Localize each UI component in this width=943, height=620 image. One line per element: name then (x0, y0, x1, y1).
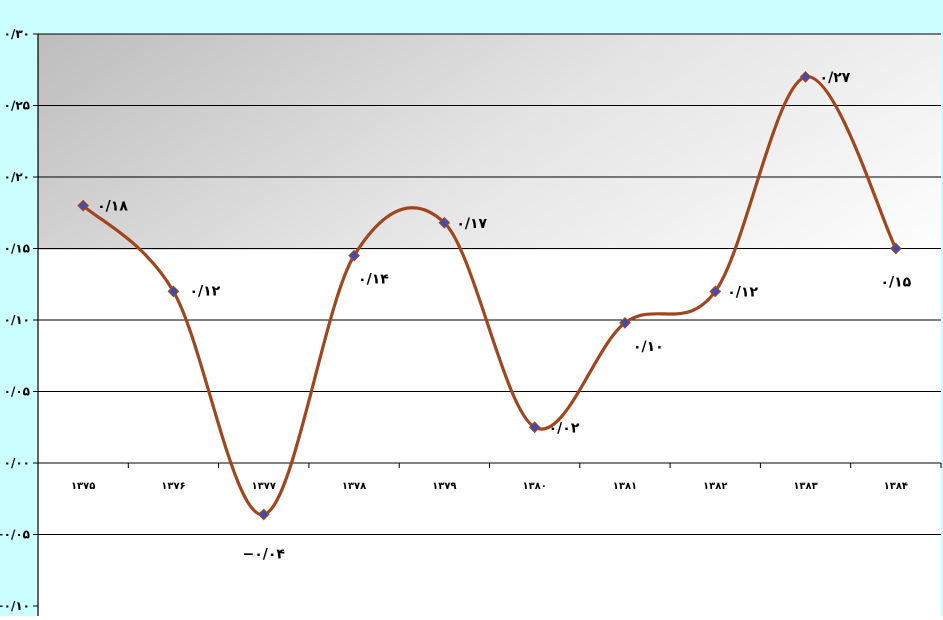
data-label: ۰/۱۴ (358, 272, 389, 288)
y-tick-label: ۰/۰۰ (4, 456, 30, 470)
data-point (619, 317, 631, 329)
series-line (81, 75, 898, 517)
y-tick-label: ۰/۱۵ (4, 242, 30, 256)
data-label: ۰/۱۲ (727, 284, 758, 300)
data-point (167, 285, 180, 298)
y-tick-label: ۰/۲۰ (4, 170, 30, 184)
data-point (438, 216, 451, 229)
x-tick-label: ۱۳۸۰ (522, 481, 546, 492)
data-labels: ۰/۱۸ ۰/۱۲ −۰/۰۴ ۰/۱۴ ۰/۱۷ ۰/۰۲ ۰/۱۰ ۰/۱۲ ۰/۲۷ ۰/۱… (97, 70, 912, 563)
series-0 (81, 75, 898, 517)
x-tick-label: ۱۳۷۹ (432, 481, 456, 492)
data-label: −۰/۰۴ (243, 546, 286, 562)
x-tick-label: ۱۳۸۱ (613, 481, 637, 492)
y-tick-label: ۰/۱۰ (4, 313, 30, 327)
data-label: ۰/۲۷ (820, 70, 851, 86)
data-point (709, 285, 722, 298)
data-point (799, 71, 812, 83)
data-label: ۰/۱۵ (880, 275, 911, 291)
plot-area-lower (38, 250, 941, 616)
x-tick-label: ۱۳۸۳ (793, 481, 817, 492)
x-tick-label: ۱۳۸۴ (884, 481, 908, 492)
data-point (348, 249, 360, 262)
y-tick-label: ۰/۲۵ (4, 99, 30, 113)
gridlines (38, 33, 941, 535)
data-label: ۰/۰۲ (549, 420, 580, 436)
x-axis-tick-labels: ۱۳۷۵ ۱۳۷۶ ۱۳۷۷ ۱۳۷۸ ۱۳۷۹ ۱۳۸۰ ۱۳۸۱ ۱۳۸۲ ۱۳۸۳ ۱۳۸۴ (71, 481, 908, 492)
x-tick-label: ۱۳۷۷ (252, 481, 276, 492)
y-tick-label: −۰/۰۵ (0, 528, 30, 542)
x-tick-label: ۱۳۷۶ (161, 481, 185, 492)
data-point (257, 508, 270, 521)
x-tick-label: ۱۳۷۸ (342, 481, 366, 492)
y-axis-tick-labels: −۰/۱۰ −۰/۰۵ ۰/۰۰ ۰/۰۵ ۰/۱۰ ۰/۱۵ ۰/۲۰ ۰/۲۵ ۰/۳۰ (0, 27, 30, 613)
data-point (528, 421, 541, 434)
data-point (77, 199, 89, 212)
x-tick-label: ۱۳۸۲ (703, 481, 727, 492)
data-label: ۰/۱۷ (456, 216, 487, 232)
y-tick-label: ۰/۳۰ (4, 27, 30, 41)
data-point (890, 242, 902, 255)
axes (33, 33, 942, 616)
x-tick-label: ۱۳۷۵ (71, 481, 95, 492)
data-label: ۰/۱۸ (97, 199, 128, 215)
y-tick-label: ۰/۰۵ (4, 385, 30, 399)
data-label: ۰/۱۲ (189, 283, 220, 299)
markers (77, 71, 902, 521)
data-label: ۰/۱۰ (633, 339, 664, 355)
y-tick-label: −۰/۱۰ (0, 599, 30, 613)
